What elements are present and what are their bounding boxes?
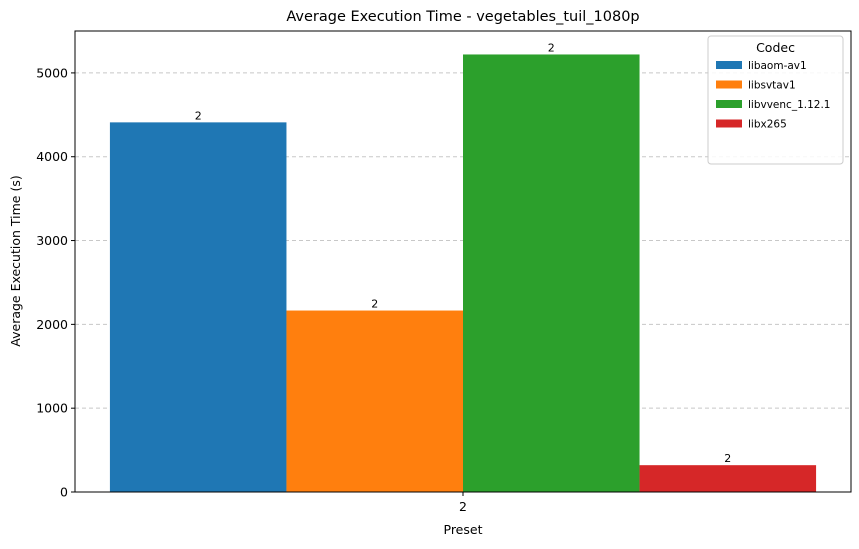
legend: Codec libaom-av1 libsvtav1 libvvenc_1.12.1l… <box>707 35 844 165</box>
legend-entry: libx265 <box>748 119 787 131</box>
chart-title: Average Execution Time - vegetables_tuil… <box>286 9 639 25</box>
y-tick-label: 5000 <box>36 65 68 80</box>
bar-labels: 2 2 2 2 <box>195 41 732 465</box>
bar-libsvtav1 <box>286 310 463 492</box>
x-axis-label: Preset <box>444 522 483 537</box>
y-axis-label: Average Execution Time (s) <box>8 175 23 346</box>
y-axis: 0 1000 2000 3000 4000 5000 <box>36 65 75 500</box>
y-tick-label: 4000 <box>36 149 68 164</box>
bar-libx265 <box>639 465 817 492</box>
bar-libaom-av1 <box>109 122 287 492</box>
y-tick-label: 2000 <box>36 317 68 332</box>
y-tick-label: 3000 <box>36 233 68 248</box>
bar-libvvenc_1.12.1 <box>463 54 640 493</box>
legend-entry: libvvenc_1.12.1 <box>748 99 830 111</box>
y-tick-label: 0 <box>60 485 68 500</box>
legend-entry: libsvtav1 <box>748 80 796 92</box>
bar-data-label: 2 <box>195 109 202 122</box>
bar-data-label: 2 <box>724 452 731 465</box>
x-axis: 2 <box>459 492 467 514</box>
legend-swatch <box>716 61 742 69</box>
legend-swatch <box>716 100 742 108</box>
bars <box>109 54 817 493</box>
bar-data-label: 2 <box>371 298 378 311</box>
legend-title: Codec <box>756 40 795 55</box>
legend-swatch <box>716 80 742 89</box>
x-tick-label: 2 <box>459 499 467 514</box>
bar-data-label: 2 <box>548 41 555 54</box>
legend-swatch <box>716 119 742 128</box>
y-tick-label: 1000 <box>36 401 68 416</box>
legend-entry: libaom-av1 <box>748 60 807 72</box>
